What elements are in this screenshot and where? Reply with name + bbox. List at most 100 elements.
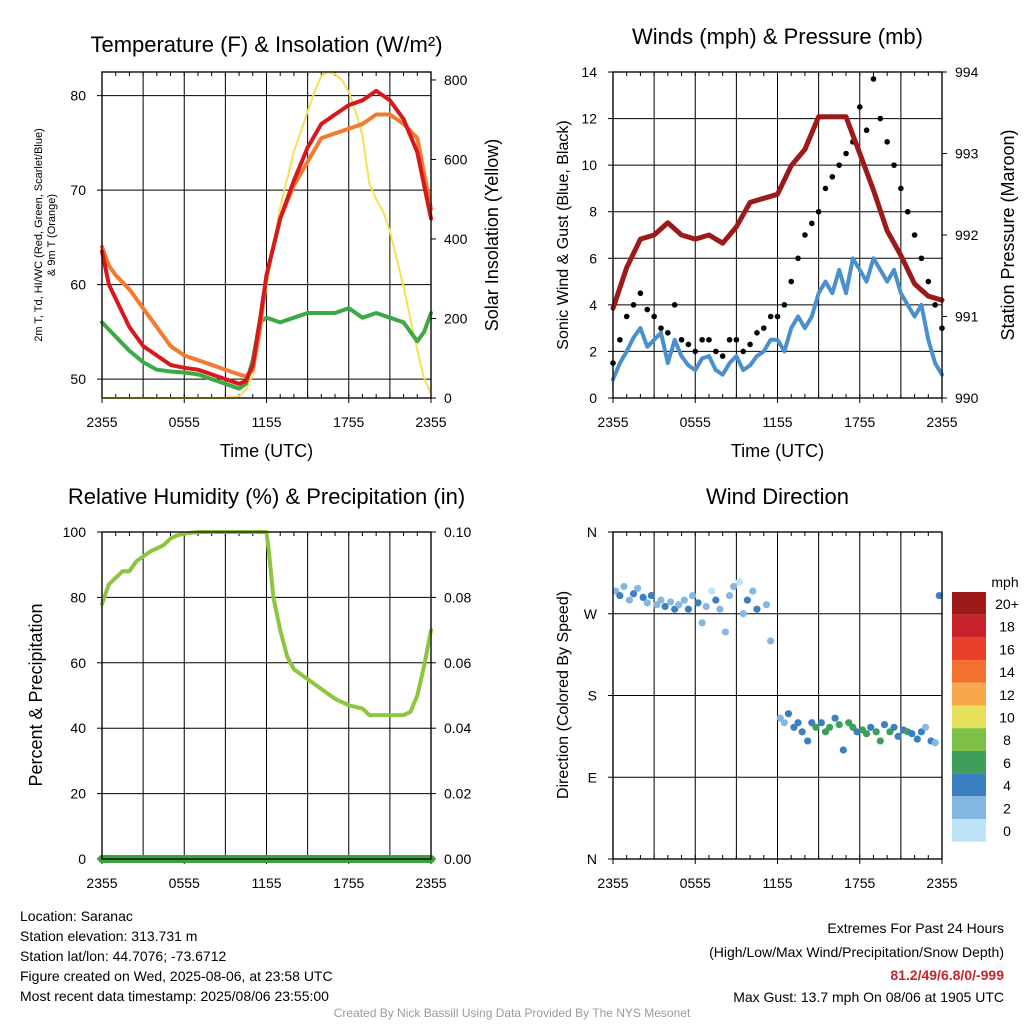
dir-point — [647, 591, 655, 600]
temp-y2-axis-label: Solar Insolation (Yellow) — [482, 139, 502, 331]
dir-legend-swatch — [952, 796, 986, 819]
footer-created: Figure created on Wed, 2025-08-06, at 23… — [20, 968, 333, 984]
dir-point — [913, 735, 921, 743]
dir-legend-swatch — [952, 773, 986, 797]
dir-point — [780, 719, 788, 727]
temp-title: Temperature (F) & Insolation (W/m²) — [90, 32, 442, 57]
wind-title: Winds (mph) & Pressure (mb) — [632, 24, 923, 49]
dir-x-tick-label: 1155 — [762, 875, 792, 891]
footer-latlon: Station lat/lon: 44.7076; -73.6712 — [20, 948, 227, 964]
rh-y-axis-label: Percent & Precipitation — [26, 603, 46, 786]
wind-gust-point — [788, 278, 795, 285]
extremes-values: 81.2/49/6.8/0/-999 — [890, 967, 1004, 983]
wind-gust-point — [932, 302, 938, 308]
dir-y-tick-label: E — [588, 769, 597, 785]
credit-line: Created By Nick Bassill Using Data Provi… — [333, 1006, 691, 1020]
rh-y-tick-label: 80 — [70, 589, 86, 605]
dir-point — [798, 728, 806, 736]
wind-gust-point — [911, 232, 918, 238]
dir-point — [749, 587, 757, 595]
wind-series-sonic-wind — [611, 256, 944, 382]
wind-x-tick-label: 0555 — [680, 414, 711, 430]
rh-y2-tick-label: 0.10 — [444, 524, 471, 540]
dir-y-tick-label: S — [588, 688, 597, 704]
temp-x-tick-label: 2355 — [86, 414, 117, 430]
rh-y2-tick-label: 0.00 — [444, 851, 471, 867]
dir-point — [804, 737, 812, 745]
temp-y-tick-label: 70 — [70, 182, 86, 198]
rh-x-tick-label: 0555 — [169, 875, 200, 891]
wind-y-tick-label: 2 — [589, 343, 597, 359]
rh-y2-tick-label: 0.06 — [444, 655, 471, 671]
dir-point — [725, 591, 734, 600]
rh-y2-tick-label: 0.04 — [444, 720, 471, 736]
wind-y-axis-label: Sonic Wind & Gust (Blue, Black) — [555, 120, 572, 349]
wind-x-tick-label: 1155 — [762, 414, 792, 430]
dir-y-axis-label: Direction (Colored By Speed) — [555, 591, 572, 799]
temp-panel-border — [101, 71, 432, 399]
wind-gust-point — [706, 336, 712, 343]
dir-legend-label: 16 — [999, 641, 1015, 657]
dir-point — [721, 628, 730, 636]
dir-point — [784, 710, 793, 718]
dir-point — [735, 578, 743, 586]
wind-x-tick-label: 1755 — [844, 414, 875, 430]
rh-y-tick-label: 60 — [70, 655, 86, 671]
dir-point — [890, 723, 898, 731]
extremes-subtitle: (High/Low/Max Wind/Precipitation/Snow De… — [709, 944, 1004, 960]
wind-y-tick-label: 0 — [589, 390, 597, 406]
wind-gust-point — [644, 306, 651, 313]
wind-gust-point — [760, 325, 767, 331]
dir-y-tick-label: W — [584, 606, 598, 622]
dir-legend-swatch — [952, 705, 986, 729]
dir-point — [894, 732, 902, 740]
dir-legend-label: 18 — [999, 619, 1015, 635]
wind-gust-point — [692, 348, 699, 355]
wind-y2-tick-label: 992 — [955, 227, 979, 243]
wind-gust-point — [829, 173, 836, 180]
footer-elevation: Station elevation: 313.731 m — [20, 928, 198, 944]
dir-point — [825, 723, 834, 731]
dir-point — [831, 714, 839, 722]
dir-point — [616, 591, 624, 600]
rh-x-tick-label: 1155 — [251, 875, 281, 891]
wind-y-tick-label: 14 — [581, 64, 597, 80]
rh-y2-tick-label: 0.02 — [444, 786, 471, 802]
dir-point — [643, 599, 651, 607]
wind-gust-point — [651, 313, 657, 320]
wind-panel-border — [612, 71, 943, 399]
temp-x-tick-label: 1155 — [251, 414, 281, 430]
dir-legend-label: 4 — [1003, 778, 1011, 794]
dir-legend-swatch — [952, 819, 986, 842]
dir-point — [625, 596, 634, 604]
wind-gust-point — [918, 255, 925, 262]
dir-point — [867, 723, 875, 731]
dir-point — [629, 590, 638, 598]
dir-point — [794, 719, 802, 727]
wind-gust-point — [726, 336, 733, 343]
rh-x-tick-label: 1755 — [333, 875, 364, 891]
temp-y-tick-label: 60 — [70, 277, 86, 293]
temp-x-tick-label: 2355 — [415, 414, 446, 430]
wind-gust-point — [904, 208, 911, 215]
wind-gust-point — [630, 302, 637, 308]
dir-x-tick-label: 2355 — [597, 875, 628, 891]
wind-x-tick-label: 2355 — [597, 414, 628, 430]
dir-point — [634, 584, 642, 592]
dir-legend-label: 8 — [1003, 732, 1011, 748]
dir-point — [921, 723, 930, 731]
temp-series-2m-t — [100, 88, 433, 386]
rh-x-tick-label: 2355 — [86, 875, 117, 891]
wind-gust-point — [856, 104, 863, 110]
dir-point — [935, 591, 943, 600]
dir-legend-swatch — [952, 614, 986, 638]
wind-gust-point — [877, 115, 884, 122]
dir-legend-swatch — [952, 682, 986, 706]
dir-legend-label: 20+ — [995, 596, 1019, 612]
dir-point — [767, 637, 775, 645]
temp-y2-tick-label: 0 — [444, 390, 452, 406]
dir-x-tick-label: 2355 — [926, 875, 957, 891]
extremes-title: Extremes For Past 24 Hours — [827, 920, 1004, 936]
wind-gust-point — [665, 330, 671, 336]
dir-point — [753, 605, 761, 613]
